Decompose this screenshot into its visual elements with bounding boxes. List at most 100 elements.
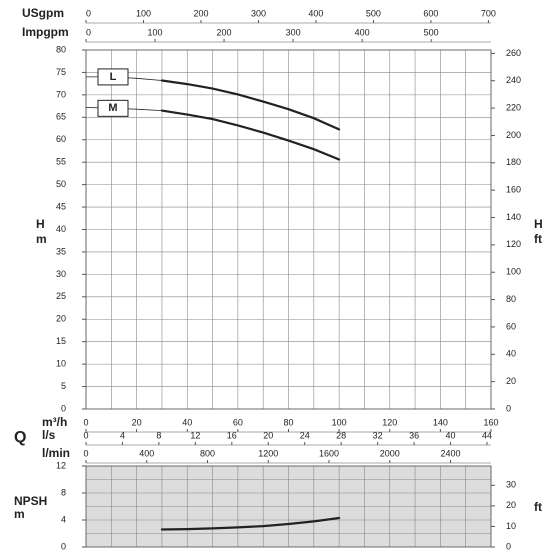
x-tick-label: 0 xyxy=(83,417,88,427)
y-tick-label: 0 xyxy=(61,403,66,413)
y-tick-label: 5 xyxy=(61,381,66,391)
y-tick-label: 15 xyxy=(56,336,66,346)
y2-tick-label: 40 xyxy=(506,349,516,359)
x-tick-label: 500 xyxy=(424,27,439,37)
npsh-label: NPSH xyxy=(14,494,47,508)
npsh-curve xyxy=(160,516,341,531)
x-tick-label: 40 xyxy=(446,430,456,440)
y-tick-label: 20 xyxy=(56,314,66,324)
y-tick-label: 35 xyxy=(56,246,66,256)
y-tick-label: 65 xyxy=(56,112,66,122)
y2-tick-label: 0 xyxy=(506,403,511,413)
x-tick-label: 160 xyxy=(483,417,498,427)
y-tick-label: 45 xyxy=(56,201,66,211)
y-tick-label: 0 xyxy=(61,541,66,551)
x-tick-label: 32 xyxy=(373,430,383,440)
curve-label: L xyxy=(110,71,117,83)
y2-tick-label: 200 xyxy=(506,130,521,140)
y2-tick-label: 20 xyxy=(506,500,516,510)
x-tick-label: 100 xyxy=(136,8,151,18)
y2-tick-label: 260 xyxy=(506,48,521,58)
y2-unit: ft xyxy=(534,232,542,246)
x-tick-label: 100 xyxy=(332,417,347,427)
y2-tick-label: 30 xyxy=(506,480,516,490)
curve xyxy=(160,109,341,161)
x-tick-label: 20 xyxy=(132,417,142,427)
y2-tick-label: 10 xyxy=(506,521,516,531)
x-tick-label: 0 xyxy=(83,448,88,458)
y-tick-label: 10 xyxy=(56,359,66,369)
x-tick-label: 140 xyxy=(433,417,448,427)
x-tick-label: 4 xyxy=(120,430,125,440)
y-tick-label: 40 xyxy=(56,224,66,234)
y-tick-label: 55 xyxy=(56,157,66,167)
x-tick-label: 8 xyxy=(156,430,161,440)
x-tick-label: 24 xyxy=(300,430,310,440)
x-tick-label: 44 xyxy=(482,430,492,440)
y2-tick-label: 60 xyxy=(506,321,516,331)
npsh-unit: m xyxy=(14,507,25,521)
y2-tick-label: 120 xyxy=(506,239,521,249)
x-tick-label: 40 xyxy=(182,417,192,427)
q-label: Q xyxy=(14,429,26,446)
y2-tick-label: 100 xyxy=(506,267,521,277)
plot-frame xyxy=(85,465,492,548)
flow-axis-label: USgpm xyxy=(22,6,64,20)
x-tick-label: 400 xyxy=(308,8,323,18)
x-tick-label: 20 xyxy=(263,430,273,440)
x-tick-label: 36 xyxy=(409,430,419,440)
flow-axis-label: l/s xyxy=(42,428,56,442)
x-tick-label: 2000 xyxy=(380,448,400,458)
x-tick-label: 0 xyxy=(86,27,91,37)
x-tick-label: 16 xyxy=(227,430,237,440)
x-tick-label: 800 xyxy=(200,448,215,458)
y-tick-label: 70 xyxy=(56,89,66,99)
y2-tick-label: 20 xyxy=(506,376,516,386)
curve xyxy=(160,79,341,131)
x-tick-label: 500 xyxy=(366,8,381,18)
x-tick-label: 80 xyxy=(283,417,293,427)
y-unit: m xyxy=(36,232,47,246)
y-tick-label: 12 xyxy=(56,460,66,470)
x-tick-label: 0 xyxy=(83,430,88,440)
y-tick-label: 60 xyxy=(56,134,66,144)
x-tick-label: 1200 xyxy=(258,448,278,458)
x-tick-label: 600 xyxy=(423,8,438,18)
x-tick-label: 60 xyxy=(233,417,243,427)
x-tick-label: 2400 xyxy=(440,448,460,458)
y2-tick-label: 180 xyxy=(506,157,521,167)
y-tick-label: 4 xyxy=(61,514,66,524)
flow-axis-label: m³/h xyxy=(42,415,67,429)
y-tick-label: 80 xyxy=(56,44,66,54)
x-tick-label: 1600 xyxy=(319,448,339,458)
y-tick-label: 30 xyxy=(56,269,66,279)
x-tick-label: 120 xyxy=(382,417,397,427)
flow-axis-label: l/min xyxy=(42,446,70,460)
y2-tick-label: 220 xyxy=(506,102,521,112)
y-tick-label: 50 xyxy=(56,179,66,189)
y2-tick-label: 140 xyxy=(506,212,521,222)
curve-label-box xyxy=(97,68,129,86)
curve-label-box xyxy=(97,99,129,117)
x-tick-label: 12 xyxy=(190,430,200,440)
flow-axis-label: Impgpm xyxy=(22,25,69,39)
x-tick-label: 700 xyxy=(481,8,496,18)
curve-label: M xyxy=(108,102,117,114)
x-tick-label: 200 xyxy=(217,27,232,37)
plot-frame xyxy=(85,49,492,410)
x-tick-label: 400 xyxy=(139,448,154,458)
y2-tick-label: 240 xyxy=(506,75,521,85)
npsh-y2-unit: ft xyxy=(534,500,542,514)
y2-tick-label: 160 xyxy=(506,185,521,195)
y-tick-label: 8 xyxy=(61,487,66,497)
x-tick-label: 100 xyxy=(148,27,163,37)
y2-label: H xyxy=(534,217,543,231)
x-tick-label: 400 xyxy=(355,27,370,37)
x-tick-label: 300 xyxy=(251,8,266,18)
x-tick-label: 200 xyxy=(193,8,208,18)
x-tick-label: 0 xyxy=(86,8,91,18)
y-label: H xyxy=(36,217,45,231)
y2-tick-label: 80 xyxy=(506,294,516,304)
y2-tick-label: 0 xyxy=(506,541,511,551)
